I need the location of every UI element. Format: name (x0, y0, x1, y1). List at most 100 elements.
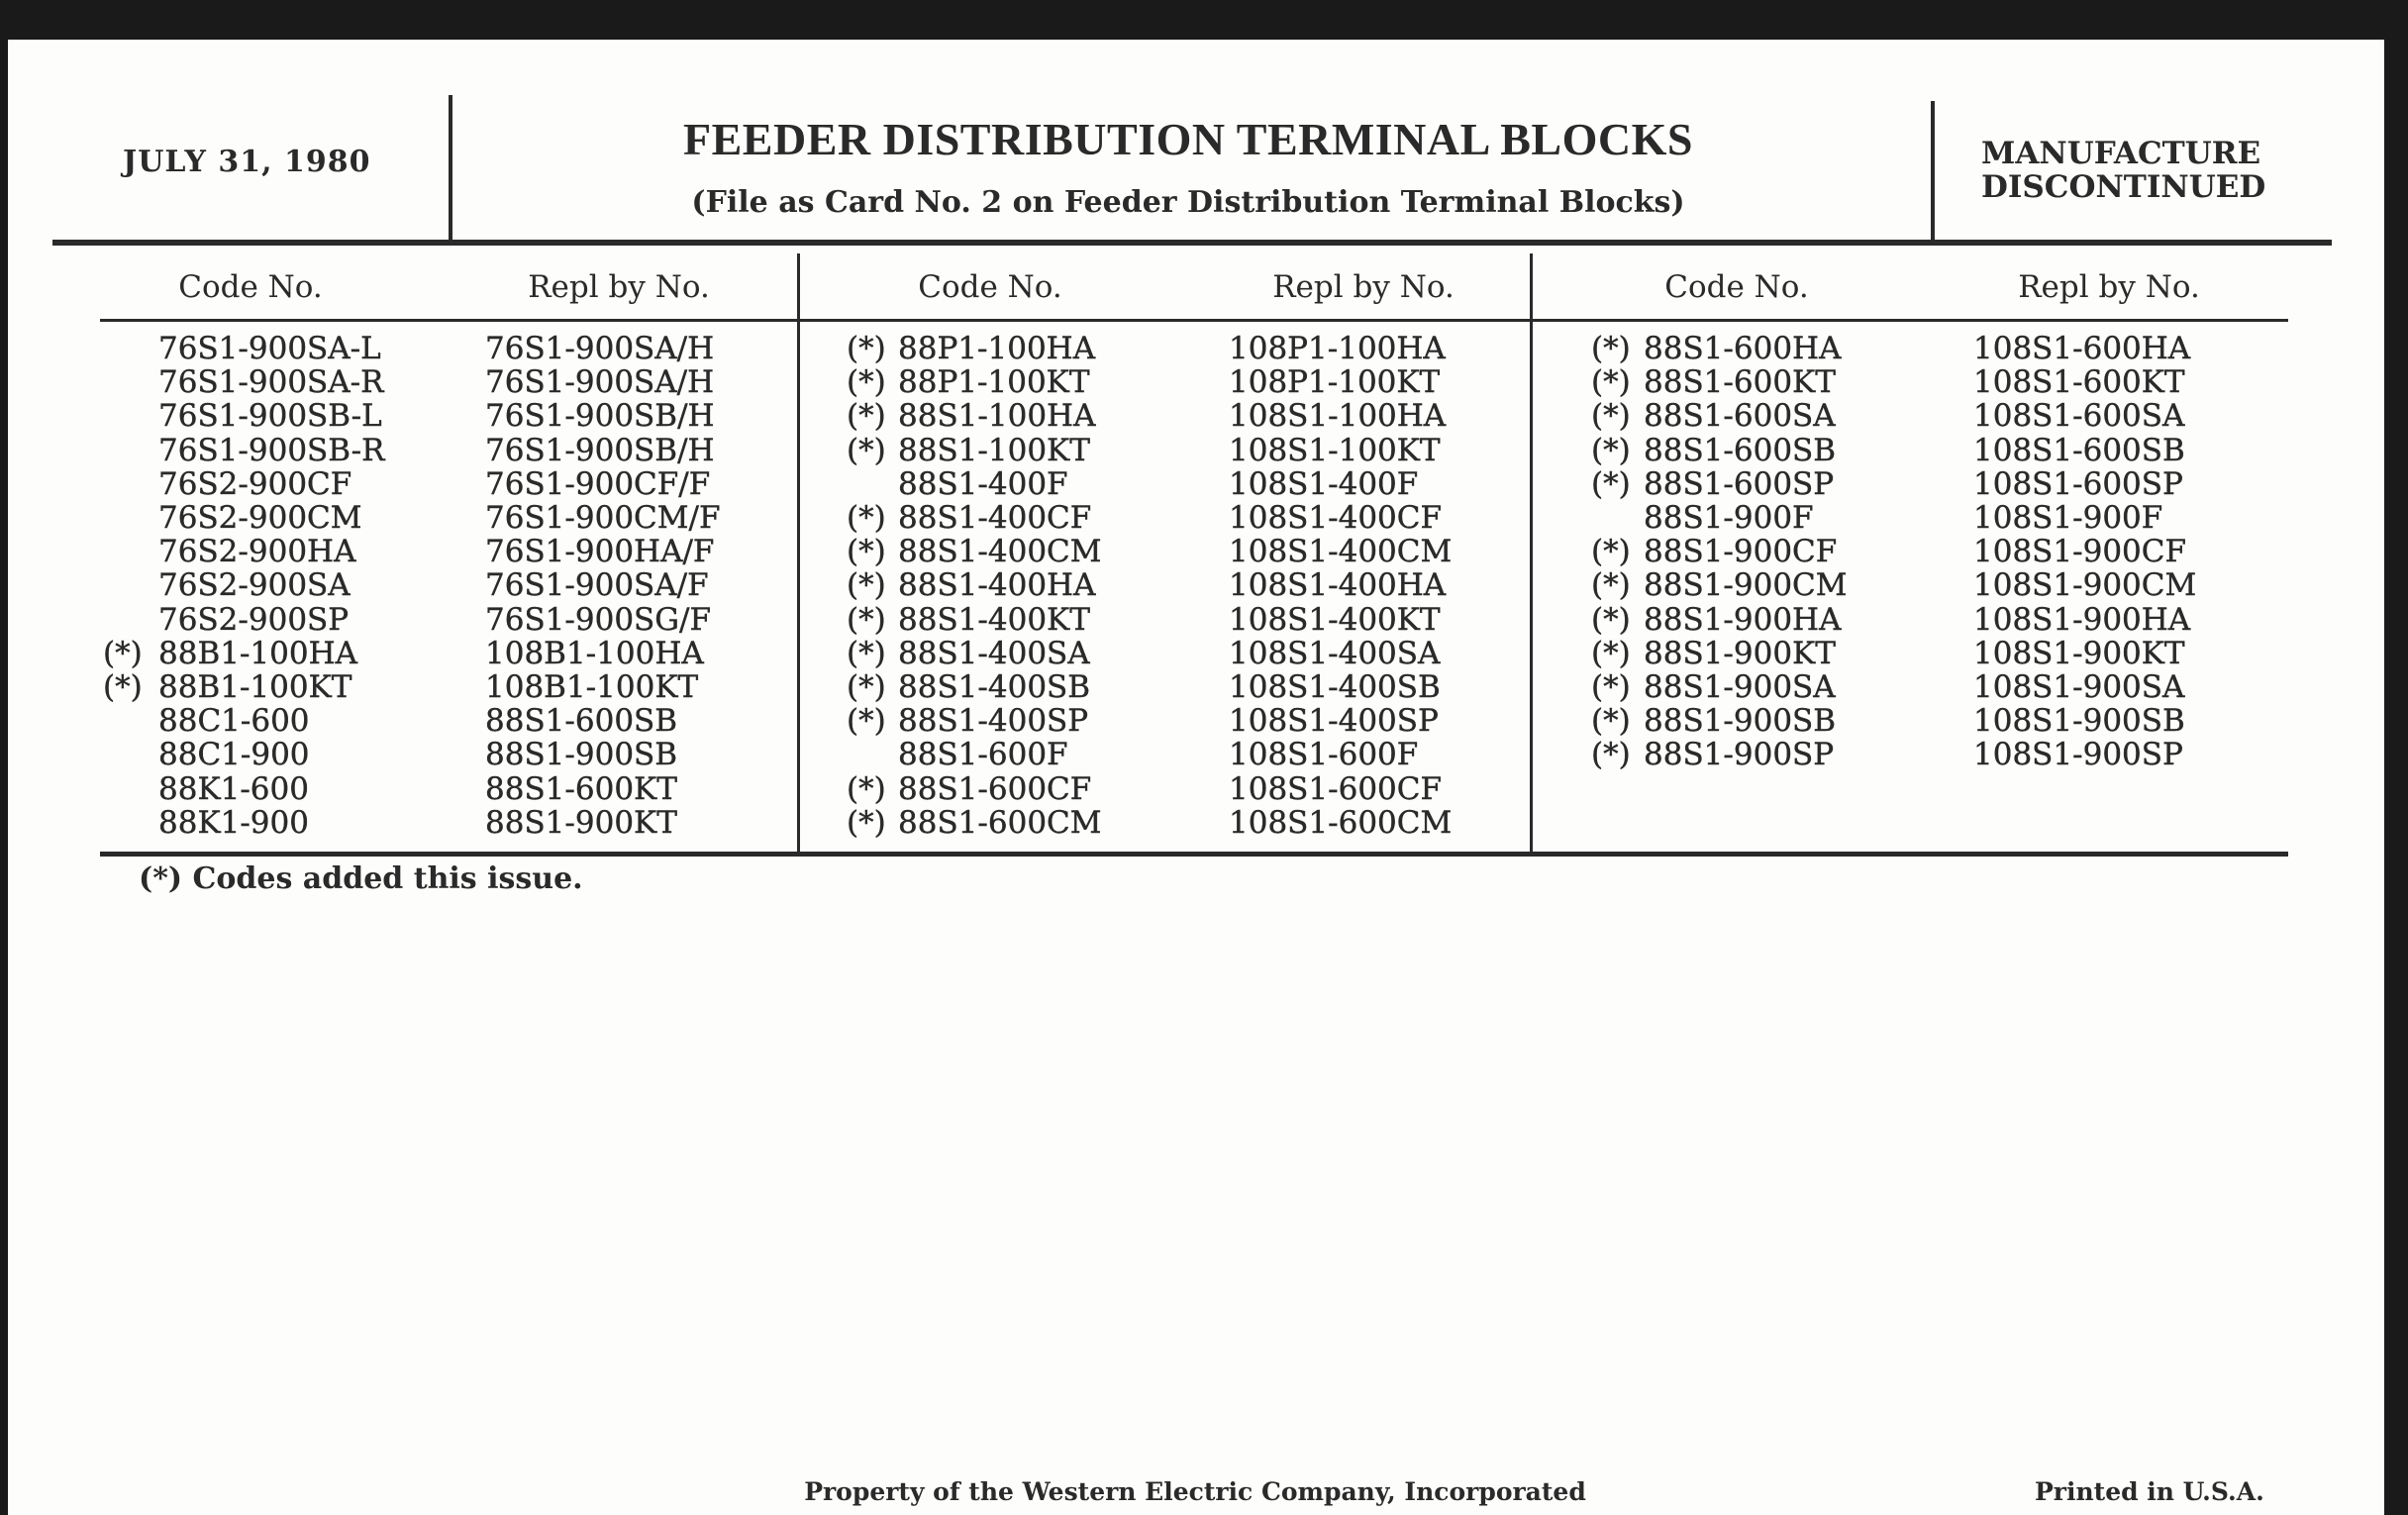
added-marker: (*) (1591, 398, 1631, 435)
issue-date: JULY 31, 1980 (123, 145, 371, 179)
added-marker: (*) (1591, 737, 1631, 773)
header-rule (52, 240, 2332, 246)
code-number: 88S1-900F (1644, 500, 1814, 536)
added-marker: (*) (847, 635, 886, 671)
column-header-repl: Repl by No. (1272, 269, 1455, 305)
code-number: 88S1-600KT (1644, 364, 1836, 401)
added-marker: (*) (1591, 669, 1631, 705)
replacement-number: 108S1-100HA (1229, 398, 1447, 435)
added-marker: (*) (1591, 331, 1631, 366)
code-number: 88S1-400F (898, 465, 1068, 502)
added-marker: (*) (1591, 601, 1631, 638)
code-number: 76S1-900SA-R (158, 364, 384, 401)
code-number: 76S2-900CF (158, 465, 352, 502)
replacement-number: 108S1-900F (1973, 500, 2163, 536)
replacement-number: 108P1-100KT (1229, 364, 1441, 401)
added-marker: (*) (847, 534, 886, 570)
replacement-number: 108P1-100HA (1229, 331, 1446, 366)
code-number: 88S1-400CM (898, 534, 1102, 570)
replacement-number: 108S1-900CF (1973, 534, 2187, 570)
added-marker: (*) (1591, 635, 1631, 671)
replacement-number: 88S1-900KT (485, 804, 677, 841)
code-number: 88S1-400SA (898, 635, 1090, 671)
replacement-number: 108S1-400F (1229, 465, 1419, 502)
replacement-number: 108S1-900CM (1973, 567, 2197, 604)
code-number: 88S1-900SB (1644, 703, 1837, 740)
footer-printed: Printed in U.S.A. (2035, 1477, 2264, 1506)
replacement-number: 108B1-100HA (485, 635, 704, 671)
replacement-number: 76S1-900SB/H (485, 432, 715, 468)
added-marker: (*) (847, 703, 886, 740)
added-marker: (*) (847, 364, 886, 401)
replacement-number: 108S1-600SP (1973, 465, 2183, 502)
code-number: 88C1-900 (158, 737, 310, 773)
replacement-number: 108S1-400SP (1229, 703, 1439, 740)
replacement-number: 108B1-100KT (485, 669, 699, 705)
code-number: 88S1-400SP (898, 703, 1089, 740)
column-header-code: Code No. (918, 269, 1062, 305)
replacement-number: 88S1-600KT (485, 770, 677, 807)
added-marker: (*) (847, 500, 886, 536)
replacement-number: 108S1-900HA (1973, 601, 2191, 638)
code-number: 88S1-600SA (1644, 398, 1836, 435)
added-marker: (*) (1591, 534, 1631, 570)
code-number: 88S1-400HA (898, 567, 1096, 604)
added-marker: (*) (1591, 703, 1631, 740)
added-marker: (*) (847, 398, 886, 435)
code-number: 88P1-100HA (898, 331, 1096, 366)
added-marker: (*) (1591, 567, 1631, 604)
replacement-number: 108S1-600KT (1973, 364, 2185, 401)
replacement-number: 108S1-900SB (1973, 703, 2185, 740)
column-divider-1 (797, 253, 800, 854)
column-header-code: Code No. (1664, 269, 1809, 305)
added-marker: (*) (847, 567, 886, 604)
document-card: JULY 31, 1980 FEEDER DISTRIBUTION TERMIN… (8, 40, 2384, 1515)
code-number: 88C1-600 (158, 703, 310, 740)
code-number: 76S2-900SA (158, 567, 351, 604)
replacement-number: 76S1-900SA/F (485, 567, 709, 604)
replacement-number: 88S1-600SB (485, 703, 678, 740)
replacement-number: 76S1-900HA/F (485, 534, 715, 570)
added-marker: (*) (847, 432, 886, 468)
code-number: 88S1-400KT (898, 601, 1090, 638)
added-marker: (*) (1591, 432, 1631, 468)
code-number: 76S1-900SB-L (158, 398, 382, 435)
code-number: 88S1-900SP (1644, 737, 1835, 773)
code-number: 76S2-900CM (158, 500, 362, 536)
column-divider-2 (1530, 253, 1533, 854)
code-number: 88S1-600CM (898, 804, 1102, 841)
replacement-number: 108S1-600CM (1229, 804, 1453, 841)
header-divider-left (449, 95, 452, 242)
replacement-number: 108S1-900SP (1973, 737, 2183, 773)
code-number: 88K1-900 (158, 804, 309, 841)
replacement-number: 108S1-400CF (1229, 500, 1443, 536)
replacement-number: 108S1-400SB (1229, 669, 1441, 705)
code-number: 88S1-100KT (898, 432, 1090, 468)
code-number: 76S2-900HA (158, 534, 356, 570)
footer-property: Property of the Western Electric Company… (804, 1477, 1586, 1506)
footnote: (*) Codes added this issue. (139, 861, 583, 896)
replacement-number: 76S1-900SA/H (485, 364, 715, 401)
replacement-number: 108S1-600HA (1973, 331, 2191, 366)
code-number: 88B1-100HA (158, 635, 358, 671)
added-marker: (*) (103, 669, 143, 705)
column-header-code: Code No. (178, 269, 323, 305)
header-divider-right (1931, 101, 1935, 246)
added-marker: (*) (847, 601, 886, 638)
replacement-number: 108S1-400KT (1229, 601, 1441, 638)
replacement-number: 108S1-100KT (1229, 432, 1441, 468)
replacement-number: 108S1-600SA (1973, 398, 2185, 435)
replacement-number: 108S1-600F (1229, 737, 1419, 773)
status-line-2: DISCONTINUED (1981, 169, 2266, 205)
column-header-rule (100, 319, 2288, 322)
code-number: 88P1-100KT (898, 364, 1090, 401)
code-number: 88S1-400SB (898, 669, 1091, 705)
added-marker: (*) (1591, 364, 1631, 401)
code-number: 88S1-900CM (1644, 567, 1848, 604)
code-number: 88S1-600CF (898, 770, 1092, 807)
replacement-number: 108S1-400CM (1229, 534, 1453, 570)
added-marker: (*) (103, 635, 143, 671)
replacement-number: 108S1-400SA (1229, 635, 1441, 671)
page-subtitle: (File as Card No. 2 on Feeder Distributi… (691, 185, 1685, 220)
replacement-number: 108S1-900SA (1973, 669, 2185, 705)
